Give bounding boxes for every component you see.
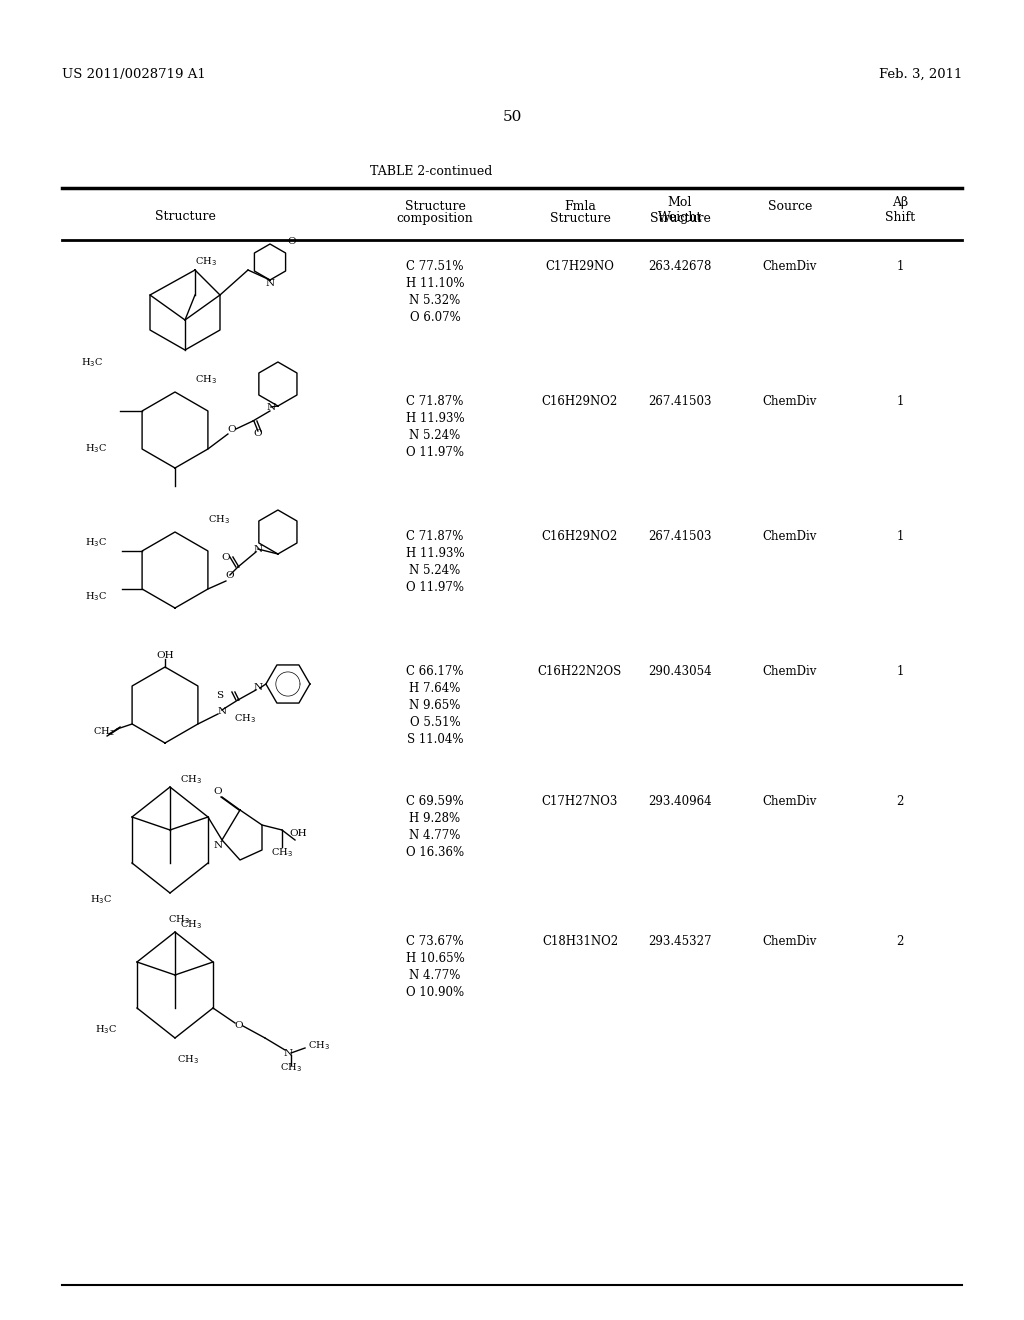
Text: H$_3$C: H$_3$C xyxy=(85,537,106,549)
Text: H$_3$C: H$_3$C xyxy=(90,894,112,907)
Text: composition: composition xyxy=(396,213,473,224)
Text: O: O xyxy=(254,429,262,438)
Text: C17H27NO3: C17H27NO3 xyxy=(542,795,618,808)
Text: 1: 1 xyxy=(896,395,904,408)
Text: H$_3$C: H$_3$C xyxy=(81,356,103,370)
Text: 263.42678: 263.42678 xyxy=(648,260,712,273)
Text: US 2011/0028719 A1: US 2011/0028719 A1 xyxy=(62,69,206,81)
Text: C 69.59%
H 9.28%
N 4.77%
O 16.36%: C 69.59% H 9.28% N 4.77% O 16.36% xyxy=(406,795,464,859)
Text: 267.41503: 267.41503 xyxy=(648,531,712,543)
Text: ChemDiv: ChemDiv xyxy=(763,531,817,543)
Text: N: N xyxy=(217,708,226,717)
Text: C 73.67%
H 10.65%
N 4.77%
O 10.90%: C 73.67% H 10.65% N 4.77% O 10.90% xyxy=(406,935,464,999)
Text: C16H22N2OS: C16H22N2OS xyxy=(538,665,623,678)
Text: Mol
Weight: Mol Weight xyxy=(657,195,702,224)
Text: 1: 1 xyxy=(896,260,904,273)
Text: ChemDiv: ChemDiv xyxy=(763,795,817,808)
Text: OH: OH xyxy=(289,829,307,837)
Text: O: O xyxy=(227,425,237,433)
Text: ChemDiv: ChemDiv xyxy=(763,665,817,678)
Text: N: N xyxy=(213,841,222,850)
Text: CH$_3$: CH$_3$ xyxy=(180,919,202,932)
Text: N: N xyxy=(266,403,275,412)
Text: Structure: Structure xyxy=(649,213,711,224)
Text: CH$_3$: CH$_3$ xyxy=(208,513,229,527)
Text: CH$_3$: CH$_3$ xyxy=(271,846,293,859)
Text: Fmla: Fmla xyxy=(564,201,596,213)
Text: 50: 50 xyxy=(503,110,521,124)
Text: 293.45327: 293.45327 xyxy=(648,935,712,948)
Text: 290.43054: 290.43054 xyxy=(648,665,712,678)
Text: 2: 2 xyxy=(896,935,904,948)
Text: O: O xyxy=(214,787,222,796)
Text: CH$_3$: CH$_3$ xyxy=(281,1061,302,1074)
Text: Feb. 3, 2011: Feb. 3, 2011 xyxy=(879,69,962,81)
Text: CH$_3$: CH$_3$ xyxy=(233,713,256,726)
Text: N: N xyxy=(253,544,262,553)
Text: C17H29NO: C17H29NO xyxy=(546,260,614,273)
Text: Structure: Structure xyxy=(550,213,610,224)
Text: CH$_2$: CH$_2$ xyxy=(93,726,115,738)
Text: C 71.87%
H 11.93%
N 5.24%
O 11.97%: C 71.87% H 11.93% N 5.24% O 11.97% xyxy=(406,531,464,594)
Text: CH$_3$: CH$_3$ xyxy=(308,1040,330,1052)
Text: H$_3$C: H$_3$C xyxy=(85,442,106,455)
Text: 293.40964: 293.40964 xyxy=(648,795,712,808)
Text: Source: Source xyxy=(768,201,812,213)
Text: 1: 1 xyxy=(896,531,904,543)
Text: CH$_3$: CH$_3$ xyxy=(195,256,217,268)
Text: O: O xyxy=(288,238,296,247)
Text: N: N xyxy=(253,684,262,693)
Text: 2: 2 xyxy=(896,795,904,808)
Text: H$_3$C: H$_3$C xyxy=(85,590,106,603)
Text: H$_3$C: H$_3$C xyxy=(95,1023,117,1036)
Text: C18H31NO2: C18H31NO2 xyxy=(542,935,618,948)
Text: O: O xyxy=(225,570,234,579)
Text: C16H29NO2: C16H29NO2 xyxy=(542,531,618,543)
Text: 267.41503: 267.41503 xyxy=(648,395,712,408)
Text: Structure: Structure xyxy=(404,201,466,213)
Text: 1: 1 xyxy=(896,665,904,678)
Text: C 71.87%
H 11.93%
N 5.24%
O 11.97%: C 71.87% H 11.93% N 5.24% O 11.97% xyxy=(406,395,464,459)
Text: Aβ
Shift: Aβ Shift xyxy=(885,195,915,224)
Text: N: N xyxy=(265,280,274,289)
Text: ChemDiv: ChemDiv xyxy=(763,395,817,408)
Text: O: O xyxy=(221,553,230,561)
Text: C16H29NO2: C16H29NO2 xyxy=(542,395,618,408)
Text: C 66.17%
H 7.64%
N 9.65%
O 5.51%
S 11.04%: C 66.17% H 7.64% N 9.65% O 5.51% S 11.04… xyxy=(407,665,464,746)
Text: S: S xyxy=(216,692,223,701)
Text: CH$_3$: CH$_3$ xyxy=(177,1053,199,1067)
Text: CH$_3$: CH$_3$ xyxy=(168,913,189,927)
Text: ChemDiv: ChemDiv xyxy=(763,260,817,273)
Text: CH$_3$: CH$_3$ xyxy=(195,374,217,387)
Text: ChemDiv: ChemDiv xyxy=(763,935,817,948)
Text: TABLE 2-continued: TABLE 2-continued xyxy=(370,165,493,178)
Text: OH: OH xyxy=(157,651,174,660)
Text: O: O xyxy=(234,1022,244,1031)
Text: C 77.51%
H 11.10%
N 5.32%
O 6.07%: C 77.51% H 11.10% N 5.32% O 6.07% xyxy=(406,260,464,323)
Text: Structure: Structure xyxy=(155,210,215,223)
Text: N: N xyxy=(284,1048,293,1057)
Text: CH$_3$: CH$_3$ xyxy=(180,774,202,787)
